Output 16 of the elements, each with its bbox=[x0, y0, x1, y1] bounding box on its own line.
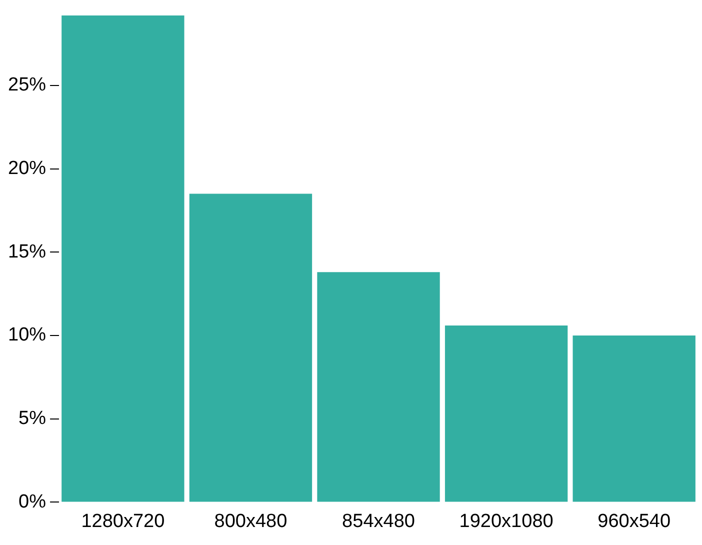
bar bbox=[189, 194, 312, 502]
x-tick-label: 1280x720 bbox=[81, 510, 165, 532]
y-tick-label: 15% bbox=[8, 241, 46, 262]
bar bbox=[62, 15, 184, 502]
bar bbox=[444, 325, 568, 502]
y-tick-label: 5% bbox=[18, 408, 46, 430]
bar bbox=[317, 272, 440, 502]
x-tick-label: 960x540 bbox=[598, 510, 671, 532]
y-tick-label: 20% bbox=[8, 158, 46, 180]
y-tick-label: 10% bbox=[8, 324, 46, 346]
x-tick-label: 854x480 bbox=[342, 510, 415, 532]
bar bbox=[572, 335, 696, 502]
y-tick-label: 25% bbox=[8, 74, 46, 96]
x-tick-label: 1920x1080 bbox=[459, 510, 554, 532]
x-tick-label: 800x480 bbox=[214, 510, 288, 532]
y-tick-label: 0% bbox=[18, 491, 46, 512]
